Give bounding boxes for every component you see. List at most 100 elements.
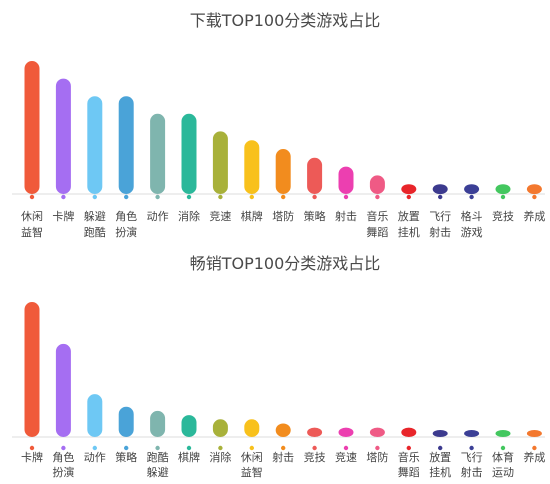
bar	[275, 149, 291, 194]
category-label: 塔防	[272, 209, 294, 223]
category-dot	[500, 445, 506, 451]
category-label: 动作	[84, 451, 106, 464]
bar	[24, 302, 40, 437]
category-dot	[438, 445, 443, 451]
bar	[338, 166, 354, 194]
category-dot	[155, 194, 160, 200]
chart-title: 畅销TOP100分类游戏占比	[190, 254, 381, 273]
bar	[526, 430, 542, 437]
category-dot	[61, 445, 66, 451]
bar	[150, 410, 166, 437]
category-label: 竞技	[304, 450, 326, 464]
bar	[369, 427, 385, 437]
bar	[118, 406, 134, 437]
category-dot	[124, 445, 129, 451]
category-dot	[155, 445, 160, 451]
category-dot	[469, 445, 474, 451]
category-label: 竞速	[335, 450, 357, 464]
bar	[87, 394, 103, 437]
bar	[338, 427, 354, 437]
bar	[495, 430, 511, 437]
category-label: 飞行	[429, 210, 451, 223]
category-label: 角色	[52, 450, 74, 464]
category-dot	[218, 194, 223, 200]
bar	[307, 427, 323, 437]
category-label: 射击	[461, 465, 483, 479]
bar	[526, 184, 542, 194]
bar	[118, 96, 134, 194]
category-label: 体育	[492, 450, 514, 464]
category-dot	[124, 194, 129, 200]
category-dot	[186, 194, 192, 200]
category-dot	[343, 194, 349, 200]
bar	[495, 184, 511, 194]
category-dot	[343, 445, 349, 451]
bar	[150, 113, 166, 194]
bar	[55, 78, 71, 194]
category-dot	[500, 194, 506, 200]
bar	[212, 131, 228, 194]
category-label: 躲避	[147, 465, 169, 479]
category-label: 消除	[178, 209, 200, 223]
category-dot	[375, 194, 380, 200]
category-label: 运动	[492, 466, 514, 479]
category-label: 益智	[21, 225, 43, 239]
category-label: 格斗	[461, 209, 483, 223]
category-dot	[29, 194, 35, 200]
category-label: 躲避	[84, 209, 106, 223]
bar	[181, 415, 197, 437]
category-dot	[438, 194, 443, 200]
bar	[212, 419, 228, 437]
category-label: 休闲	[21, 209, 43, 223]
category-label: 飞行	[461, 451, 483, 464]
category-label: 挂机	[398, 225, 420, 239]
category-dot	[218, 445, 223, 451]
category-label: 角色	[115, 209, 137, 223]
category-dot	[249, 194, 254, 200]
category-label: 动作	[147, 210, 169, 223]
category-label: 养成	[523, 209, 545, 223]
bestseller-chart: 畅销TOP100分类游戏占比 卡牌 角色扮演动作 策略 跑酷躲避棋牌 消除 休闲益智射击竞…	[12, 254, 545, 479]
chart-title: 下载TOP100分类游戏占比	[190, 11, 381, 30]
category-dot	[281, 194, 286, 200]
category-label: 音乐	[398, 450, 420, 464]
category-label: 扮演	[52, 465, 74, 479]
bar	[244, 419, 260, 437]
bar	[401, 184, 417, 194]
category-dot	[186, 445, 192, 451]
bar	[24, 61, 40, 194]
category-label: 射击	[272, 450, 294, 464]
category-label: 竞技	[492, 209, 514, 223]
category-label: 竞速	[209, 209, 231, 223]
category-dot	[281, 445, 286, 451]
category-label: 养成	[523, 450, 545, 464]
category-label: 消除	[209, 450, 231, 464]
bar	[87, 96, 103, 194]
category-label: 扮演	[115, 225, 137, 239]
bar	[369, 175, 385, 194]
category-label: 策略	[115, 450, 137, 464]
bar	[307, 157, 323, 194]
category-label: 舞蹈	[398, 466, 420, 479]
category-label: 休闲	[241, 450, 263, 464]
category-dot	[312, 194, 317, 200]
category-dot	[61, 194, 66, 200]
category-label: 射击	[429, 225, 451, 239]
category-label: 跑酷	[84, 225, 106, 239]
category-label: 棋牌	[241, 209, 263, 223]
category-dot	[469, 194, 474, 200]
category-dot	[312, 445, 317, 451]
category-label: 挂机	[429, 465, 451, 479]
category-dot	[406, 445, 411, 451]
bar	[401, 427, 417, 437]
bar	[464, 184, 480, 194]
category-dot	[532, 445, 537, 451]
bar	[55, 343, 71, 437]
category-label: 射击	[335, 209, 357, 223]
category-dot	[249, 445, 254, 451]
category-dot	[92, 445, 98, 451]
category-label: 游戏	[461, 226, 483, 239]
category-label: 卡牌	[21, 450, 43, 464]
bar	[181, 113, 197, 194]
